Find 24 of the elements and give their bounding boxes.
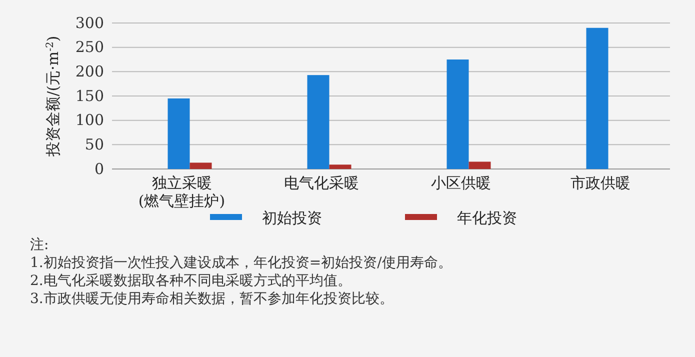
bar <box>468 162 491 169</box>
bar <box>168 98 190 169</box>
x-tick-label: 电气化采暖 <box>284 174 359 192</box>
x-tick-label: 小区供暖 <box>430 174 491 192</box>
y-tick-label: 50 <box>84 135 104 154</box>
y-tick-label: 0 <box>94 160 104 178</box>
y-tick-label: 200 <box>75 62 104 80</box>
x-tick-label: 市政供暖 <box>570 174 630 192</box>
legend-label: 初始投资 <box>262 209 322 227</box>
legend-label: 年化投资 <box>457 209 517 227</box>
bar <box>307 75 330 169</box>
y-tick-label: 300 <box>75 14 104 32</box>
text: 1.初始投资指一次性投入建设成本，年化投资=初始投资/使用寿命。 <box>30 254 453 272</box>
text: 2.电气化采暖数据取各种不同电采暖方式的平均值。 <box>30 272 352 290</box>
text: 注: <box>30 236 50 254</box>
bar <box>586 28 608 169</box>
text: 3.市政供暖无使用寿命相关数据，暂不参加年化投资比较。 <box>30 290 394 308</box>
y-tick-label: 100 <box>75 111 104 130</box>
y-tick-label: 150 <box>75 86 104 105</box>
bar <box>446 60 469 169</box>
bar <box>190 162 212 169</box>
bar <box>329 164 352 169</box>
x-tick-label: 独立采暖 (燃气壁挂炉) <box>138 174 226 210</box>
y-tick-label: 250 <box>75 38 104 56</box>
